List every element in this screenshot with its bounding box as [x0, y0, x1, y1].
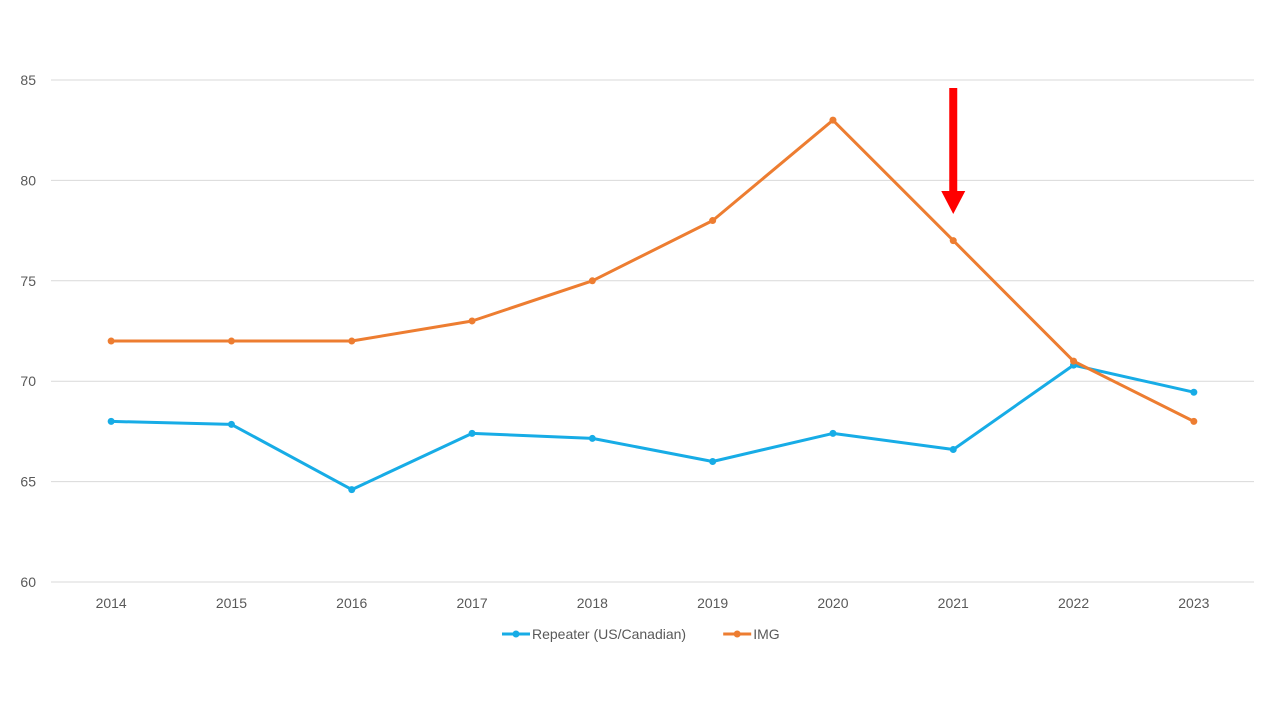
x-tick-label: 2018 [577, 595, 608, 611]
annotation-arrow-shaft [949, 88, 958, 192]
x-tick-label: 2019 [697, 595, 728, 611]
x-tick-label: 2022 [1058, 595, 1089, 611]
data-point [829, 116, 837, 124]
legend-marker [733, 630, 741, 638]
data-point [949, 445, 957, 453]
data-point [348, 337, 356, 345]
y-tick-label: 70 [20, 373, 36, 389]
gridlines [51, 79, 1254, 583]
y-tick-label: 80 [20, 172, 36, 188]
y-tick-label: 65 [20, 474, 36, 490]
y-axis-tick-labels: 60 65 70 75 80 85 [20, 72, 36, 590]
data-point [1190, 417, 1198, 425]
data-point [348, 486, 356, 494]
x-tick-label: 2014 [96, 595, 127, 611]
y-tick-label: 60 [20, 574, 36, 590]
data-point [829, 429, 837, 437]
data-point [1070, 357, 1078, 365]
x-axis-tick-labels: 2014 2015 2016 2017 2018 2019 2020 2021 2022 2023 [96, 595, 1210, 611]
x-tick-label: 2023 [1178, 595, 1209, 611]
series-lines [107, 116, 1198, 494]
data-point [227, 420, 235, 428]
x-tick-label: 2021 [938, 595, 969, 611]
data-point [468, 429, 476, 437]
data-point [468, 317, 476, 325]
x-tick-label: 2020 [817, 595, 848, 611]
x-tick-label: 2016 [336, 595, 367, 611]
data-point [709, 458, 717, 466]
annotations [941, 88, 966, 214]
legend-marker [512, 630, 520, 638]
legend-item: Repeater (US/Canadian) [502, 626, 686, 642]
x-tick-label: 2015 [216, 595, 247, 611]
data-point [1190, 388, 1198, 396]
series-line-img [109, 118, 1196, 423]
legend-label: Repeater (US/Canadian) [532, 626, 686, 642]
data-point [107, 337, 115, 345]
legend: Repeater (US/Canadian) IMG [502, 626, 780, 642]
data-point [709, 217, 717, 225]
legend-item: IMG [723, 626, 780, 642]
data-point [949, 237, 957, 245]
y-tick-label: 75 [20, 273, 36, 289]
x-tick-label: 2017 [456, 595, 487, 611]
data-point [588, 277, 596, 285]
data-point [588, 434, 596, 442]
data-point [107, 417, 115, 425]
data-point [227, 337, 235, 345]
legend-label: IMG [753, 626, 779, 642]
series-line-repeater [109, 363, 1196, 492]
annotation-arrow-head [941, 191, 966, 214]
y-tick-label: 85 [20, 72, 36, 88]
